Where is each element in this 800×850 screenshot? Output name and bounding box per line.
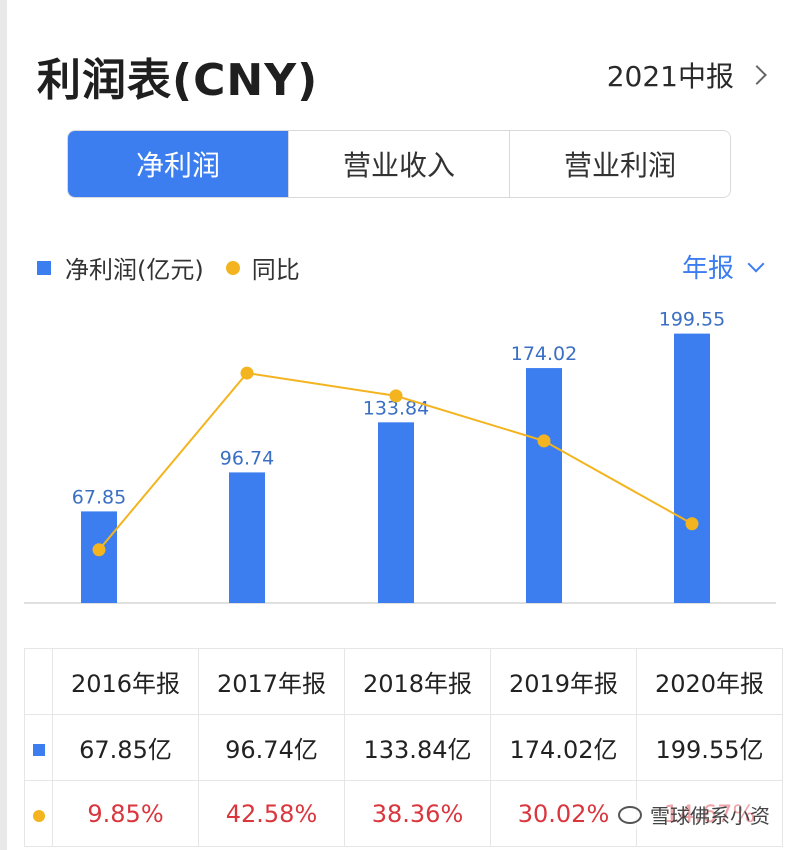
legend-line-swatch <box>225 260 240 275</box>
report-type-selector[interactable]: 年报 <box>681 248 765 285</box>
profit-cell-2020: 199.55亿 <box>636 714 783 781</box>
yoy-cell-2016: 9.85% <box>52 780 199 847</box>
table-header-row: 2016年报 2017年报 2018年报 2019年报 2020年报 <box>24 648 783 715</box>
page-title: 利润表(CNY) <box>37 55 319 106</box>
bar-label-2016年报: 67.85 <box>72 486 126 508</box>
table-row-net-profit: 67.85亿 96.74亿 133.84亿 174.02亿 199.55亿 <box>24 714 783 781</box>
yoy-point-2019年报 <box>537 434 551 448</box>
bar-marker-icon <box>32 743 45 756</box>
bar-2016年报 <box>81 511 117 603</box>
bar-2018年报 <box>378 422 414 603</box>
yoy-cell-2018: 38.36% <box>344 780 491 847</box>
wechat-icon <box>618 805 642 824</box>
yoy-cell-2017: 42.58% <box>198 780 345 847</box>
tab-operating-revenue[interactable]: 营业收入 <box>289 131 510 197</box>
row-marker-cell <box>24 714 53 781</box>
row-marker-cell <box>24 780 53 847</box>
bar-2019年报 <box>526 368 562 603</box>
line-marker-icon <box>32 809 45 822</box>
bar-2017年报 <box>229 472 265 603</box>
tab-net-profit[interactable]: 净利润 <box>68 131 289 197</box>
yoy-point-2018年报 <box>389 389 403 403</box>
bar-label-2020年报: 199.55 <box>659 309 725 331</box>
yoy-point-2020年报 <box>685 517 699 531</box>
profit-cell-2016: 67.85亿 <box>52 714 199 781</box>
watermark: 雪球佛系小资 <box>614 800 774 829</box>
period-label: 2021中报 <box>606 60 734 93</box>
yoy-point-2016年报 <box>92 543 106 557</box>
header-cell-2020: 2020年报 <box>636 648 783 715</box>
header-cell-2016: 2016年报 <box>52 648 199 715</box>
metric-tabs: 净利润 营业收入 营业利润 <box>67 130 731 198</box>
bar-label-2017年报: 96.74 <box>220 447 274 469</box>
chart-legend: 净利润(亿元) 同比 <box>37 250 300 285</box>
profit-cell-2019: 174.02亿 <box>490 714 637 781</box>
tab-operating-profit[interactable]: 营业利润 <box>510 131 730 197</box>
yoy-cell-2019: 30.02% <box>490 780 637 847</box>
legend-bar-label: 净利润(亿元) <box>65 256 204 284</box>
report-type-label: 年报 <box>681 254 734 284</box>
profit-cell-2018: 133.84亿 <box>344 714 491 781</box>
header-cell-2018: 2018年报 <box>344 648 491 715</box>
profit-cell-2017: 96.74亿 <box>198 714 345 781</box>
bar-label-2019年报: 174.02 <box>511 343 577 365</box>
header-cell-2019: 2019年报 <box>490 648 637 715</box>
left-edge-strip <box>0 0 7 850</box>
bar-2020年报 <box>674 333 710 603</box>
bar-label-2018年报: 133.84 <box>363 397 429 419</box>
yoy-point-2017年报 <box>240 366 254 380</box>
header-cell-2017: 2017年报 <box>198 648 345 715</box>
legend-bar-swatch <box>37 260 51 275</box>
header-marker-cell <box>24 648 53 715</box>
period-selector[interactable]: 2021中报 <box>607 55 768 95</box>
profit-chart: 67.85 96.74 133.84 174.02 199.55 <box>24 309 776 604</box>
watermark-text: 雪球佛系小资 <box>650 804 770 828</box>
legend-line-label: 同比 <box>251 256 300 284</box>
